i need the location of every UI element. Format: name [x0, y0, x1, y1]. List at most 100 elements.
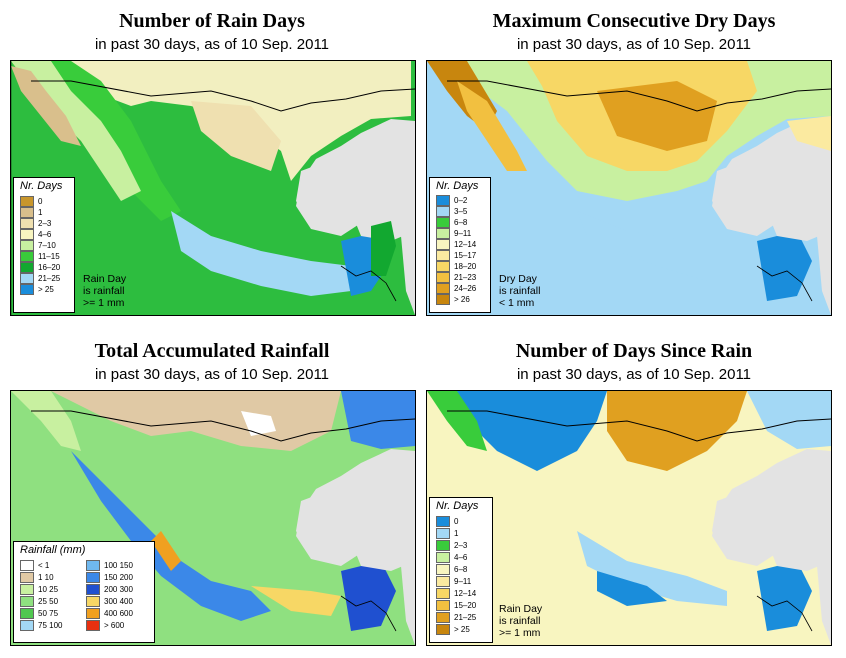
- legend-label: 0–2: [454, 196, 468, 205]
- legend-swatch: [436, 528, 450, 539]
- legend-swatch: [20, 207, 34, 218]
- map-canvas: [11, 61, 415, 315]
- legend-label: < 1: [38, 561, 50, 570]
- legend-label: 21–25: [38, 274, 61, 283]
- note-line: >= 1 mm: [499, 627, 541, 639]
- legend-swatch: [86, 584, 100, 595]
- legend-swatch: [436, 612, 450, 623]
- legend-title: Nr. Days: [436, 180, 479, 192]
- legend-label: 150 200: [104, 573, 133, 582]
- legend-swatch: [86, 620, 100, 631]
- legend-label: 0: [38, 197, 43, 206]
- legend-swatch: [86, 596, 100, 607]
- legend-label: 75 100: [38, 621, 63, 630]
- legend-swatch: [436, 261, 450, 272]
- legend-label: 7–10: [38, 241, 56, 250]
- legend-label: > 25: [454, 625, 470, 634]
- panel-title: Number of Days Since Rain: [515, 340, 753, 362]
- panel-title: Number of Rain Days: [119, 10, 305, 32]
- legend-swatch: [20, 572, 34, 583]
- legend-label: 300 400: [104, 597, 133, 606]
- legend-swatch: [436, 576, 450, 587]
- map-accumulated-rainfall: Rainfall (mm) < 1 1 10 10 25 25 50 50 75…: [10, 390, 416, 646]
- legend-label: 12–14: [454, 240, 477, 249]
- legend-label: 6–8: [454, 565, 468, 574]
- legend-label: 400 600: [104, 609, 133, 618]
- legend-swatch: [86, 560, 100, 571]
- legend-swatch: [436, 588, 450, 599]
- legend-label: 6–8: [454, 218, 468, 227]
- map-rain-days: Nr. Days 0 1 2–3 4–6 7–10 11–15 16–20 21…: [10, 60, 416, 316]
- legend-label: 25 50: [38, 597, 59, 606]
- legend-swatch: [436, 239, 450, 250]
- note-line: < 1 mm: [499, 297, 535, 309]
- legend-label: 21–25: [454, 613, 477, 622]
- note-line: is rainfall: [499, 285, 541, 297]
- note-line: Rain Day: [499, 603, 543, 615]
- legend-days-since-rain: Nr. Days 0 1 2–3 4–6 6–8 9–11 12–14 15–2…: [429, 497, 493, 643]
- legend-swatch: [20, 218, 34, 229]
- legend-swatch: [436, 600, 450, 611]
- legend-label: 50 75: [38, 609, 59, 618]
- legend-label: 0: [454, 517, 459, 526]
- note-line: is rainfall: [83, 285, 125, 297]
- legend-dry-days: Nr. Days 0–2 3–5 6–8 9–11 12–14 15–17 18…: [429, 177, 491, 313]
- note-line: >= 1 mm: [83, 297, 125, 309]
- map-canvas: [427, 391, 831, 645]
- legend-label: 2–3: [454, 541, 468, 550]
- legend-swatch: [436, 624, 450, 635]
- legend-swatch: [436, 195, 450, 206]
- legend-label: 1 10: [38, 573, 54, 582]
- legend-label: 9–11: [454, 577, 472, 586]
- legend-swatch: [436, 272, 450, 283]
- panel-dry-days: Maximum Consecutive Dry Days in past 30 …: [424, 0, 844, 328]
- legend-label: 24–26: [454, 284, 477, 293]
- legend-swatch: [20, 196, 34, 207]
- legend-swatch: [20, 608, 34, 619]
- panel-accumulated-rainfall: Total Accumulated Rainfall in past 30 da…: [2, 330, 422, 658]
- legend-swatch: [436, 217, 450, 228]
- legend-label: 4–6: [454, 553, 468, 562]
- panel-title: Total Accumulated Rainfall: [94, 340, 330, 362]
- map-dry-days: Nr. Days 0–2 3–5 6–8 9–11 12–14 15–17 18…: [426, 60, 832, 316]
- legend-label: > 26: [454, 295, 470, 304]
- legend-swatch: [20, 284, 34, 295]
- note-line: Dry Day: [499, 273, 537, 285]
- legend-swatch: [86, 608, 100, 619]
- legend-label: 4–6: [38, 230, 52, 239]
- legend-title: Rainfall (mm): [20, 544, 86, 556]
- panel-days-since-rain: Number of Days Since Rain in past 30 day…: [424, 330, 844, 658]
- legend-label: > 600: [104, 621, 125, 630]
- legend-swatch: [20, 262, 34, 273]
- note-line: is rainfall: [499, 615, 541, 627]
- legend-rainfall: Rainfall (mm) < 1 1 10 10 25 25 50 50 75…: [13, 541, 155, 643]
- legend-label: 11–15: [38, 252, 60, 261]
- legend-swatch: [20, 273, 34, 284]
- panel-rain-days: Number of Rain Days in past 30 days, as …: [2, 0, 422, 328]
- legend-swatch: [20, 240, 34, 251]
- legend-swatch: [436, 206, 450, 217]
- legend-label: 100 150: [104, 561, 133, 570]
- legend-swatch: [86, 572, 100, 583]
- legend-label: 16–20: [38, 263, 61, 272]
- legend-title: Nr. Days: [20, 180, 63, 192]
- legend-label: 18–20: [454, 262, 477, 271]
- legend-swatch: [20, 560, 34, 571]
- legend-label: 10 25: [38, 585, 59, 594]
- map-note: Dry Day is rainfall < 1 mm: [499, 273, 540, 309]
- map-note: Rain Day is rainfall >= 1 mm: [83, 273, 126, 309]
- panel-subtitle: in past 30 days, as of 10 Sep. 2011: [94, 366, 330, 383]
- legend-swatch: [436, 294, 450, 305]
- legend-rain-days: Nr. Days 0 1 2–3 4–6 7–10 11–15 16–20 21…: [13, 177, 75, 313]
- panel-subtitle: in past 30 days, as of 10 Sep. 2011: [516, 36, 752, 53]
- legend-label: 15–20: [454, 601, 477, 610]
- panel-subtitle: in past 30 days, as of 10 Sep. 2011: [516, 366, 752, 383]
- legend-label: 200 300: [104, 585, 133, 594]
- map-note: Rain Day is rainfall >= 1 mm: [499, 603, 542, 639]
- legend-swatch: [436, 516, 450, 527]
- legend-swatch: [436, 564, 450, 575]
- legend-label: > 25: [38, 285, 54, 294]
- legend-swatch: [436, 552, 450, 563]
- legend-label: 21–23: [454, 273, 477, 282]
- panel-subtitle: in past 30 days, as of 10 Sep. 2011: [94, 36, 330, 53]
